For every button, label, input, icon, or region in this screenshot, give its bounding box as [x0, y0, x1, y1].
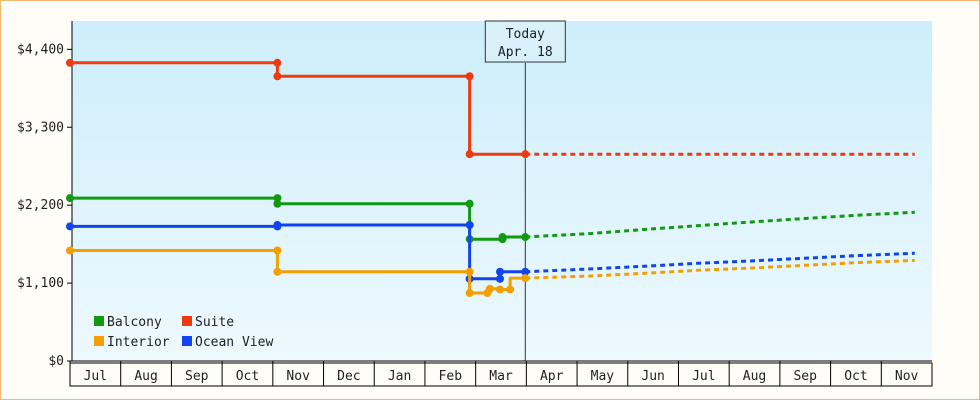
data-point-balcony	[521, 233, 530, 242]
plot-area	[72, 21, 932, 361]
legend-swatch-balcony	[94, 316, 104, 326]
series-projection-interior	[525, 258, 915, 280]
x-month-label: Jul	[84, 369, 107, 384]
y-tick-label: $0	[48, 354, 64, 369]
today-box	[484, 20, 566, 63]
data-point-ocean-view	[521, 267, 530, 276]
y-tick-label: $1,100	[17, 276, 64, 291]
series-suite	[66, 58, 915, 159]
legend-label-suite: Suite	[195, 315, 234, 330]
y-axis: $0 $1,100 $2,200 $3,300 $4,400	[17, 21, 73, 369]
x-month-label: May	[591, 369, 615, 384]
data-point-interior	[273, 246, 282, 255]
x-axis-band	[69, 362, 933, 387]
today-marker: Today Apr. 18	[484, 20, 566, 361]
x-month-label: Feb	[439, 369, 463, 384]
x-month-label: Oct	[236, 369, 259, 384]
legend-swatch-interior	[94, 336, 104, 346]
x-month-label: Oct	[844, 369, 867, 384]
legend-label-interior: Interior	[107, 335, 170, 350]
data-point-interior	[521, 274, 530, 283]
data-point-balcony	[273, 199, 282, 208]
x-month-label: Jan	[388, 369, 411, 384]
series-line-suite	[70, 61, 526, 156]
data-point-suite	[465, 150, 474, 159]
data-point-interior	[485, 284, 494, 293]
data-point-interior	[506, 285, 515, 294]
series-interior	[66, 246, 915, 297]
y-tick-label: $4,400	[17, 42, 64, 57]
data-point-ocean-view	[66, 222, 74, 231]
legend-swatch-ocean-view	[182, 336, 192, 346]
data-point-suite	[521, 150, 530, 159]
data-point-interior	[496, 285, 504, 294]
data-point-ocean-view	[273, 221, 282, 229]
data-point-suite	[465, 72, 474, 81]
data-point-balcony	[465, 199, 474, 208]
x-month-label: Sep	[793, 369, 817, 384]
x-month-label: Jun	[641, 369, 664, 384]
series-group	[66, 58, 915, 297]
x-month-label: Dec	[337, 369, 360, 384]
today-date: Apr. 18	[498, 45, 553, 60]
x-month-label: Sep	[185, 369, 209, 384]
legend-label-balcony: Balcony	[107, 315, 162, 330]
data-point-ocean-view	[496, 267, 504, 276]
data-point-suite	[273, 58, 282, 67]
series-projection-ocean-view	[525, 251, 915, 274]
x-month-label: Jul	[692, 369, 715, 384]
data-point-balcony	[66, 194, 74, 203]
data-point-interior	[273, 267, 282, 276]
x-month-label: Mar	[489, 369, 513, 384]
series-ocean-view	[66, 221, 915, 283]
data-point-interior	[465, 289, 474, 297]
x-axis: Jul Aug Sep Oct Nov Dec Jan Feb Mar Apr May Jun Jul A…	[69, 360, 933, 387]
x-month-label: Aug	[134, 369, 157, 384]
series-projection-balcony	[525, 210, 915, 239]
x-month-label: Aug	[743, 369, 766, 384]
data-point-ocean-view	[465, 221, 474, 229]
data-point-balcony	[273, 194, 282, 203]
data-point-ocean-view	[496, 274, 504, 283]
today-title: Today	[506, 27, 545, 42]
x-month-label: Apr	[540, 369, 564, 384]
x-month-label: Nov	[286, 369, 310, 384]
data-point-balcony	[498, 233, 507, 242]
data-point-suite	[273, 72, 282, 81]
data-point-interior	[465, 267, 474, 276]
legend-swatch-suite	[182, 316, 192, 326]
data-point-suite	[66, 58, 74, 67]
legend-label-ocean-view: Ocean View	[195, 335, 273, 350]
legend: Balcony Suite Interior Ocean View	[94, 315, 273, 350]
x-month-label: Nov	[895, 369, 919, 384]
data-point-interior	[66, 246, 74, 255]
y-tick-label: $2,200	[17, 198, 64, 213]
y-tick-label: $3,300	[17, 120, 64, 135]
